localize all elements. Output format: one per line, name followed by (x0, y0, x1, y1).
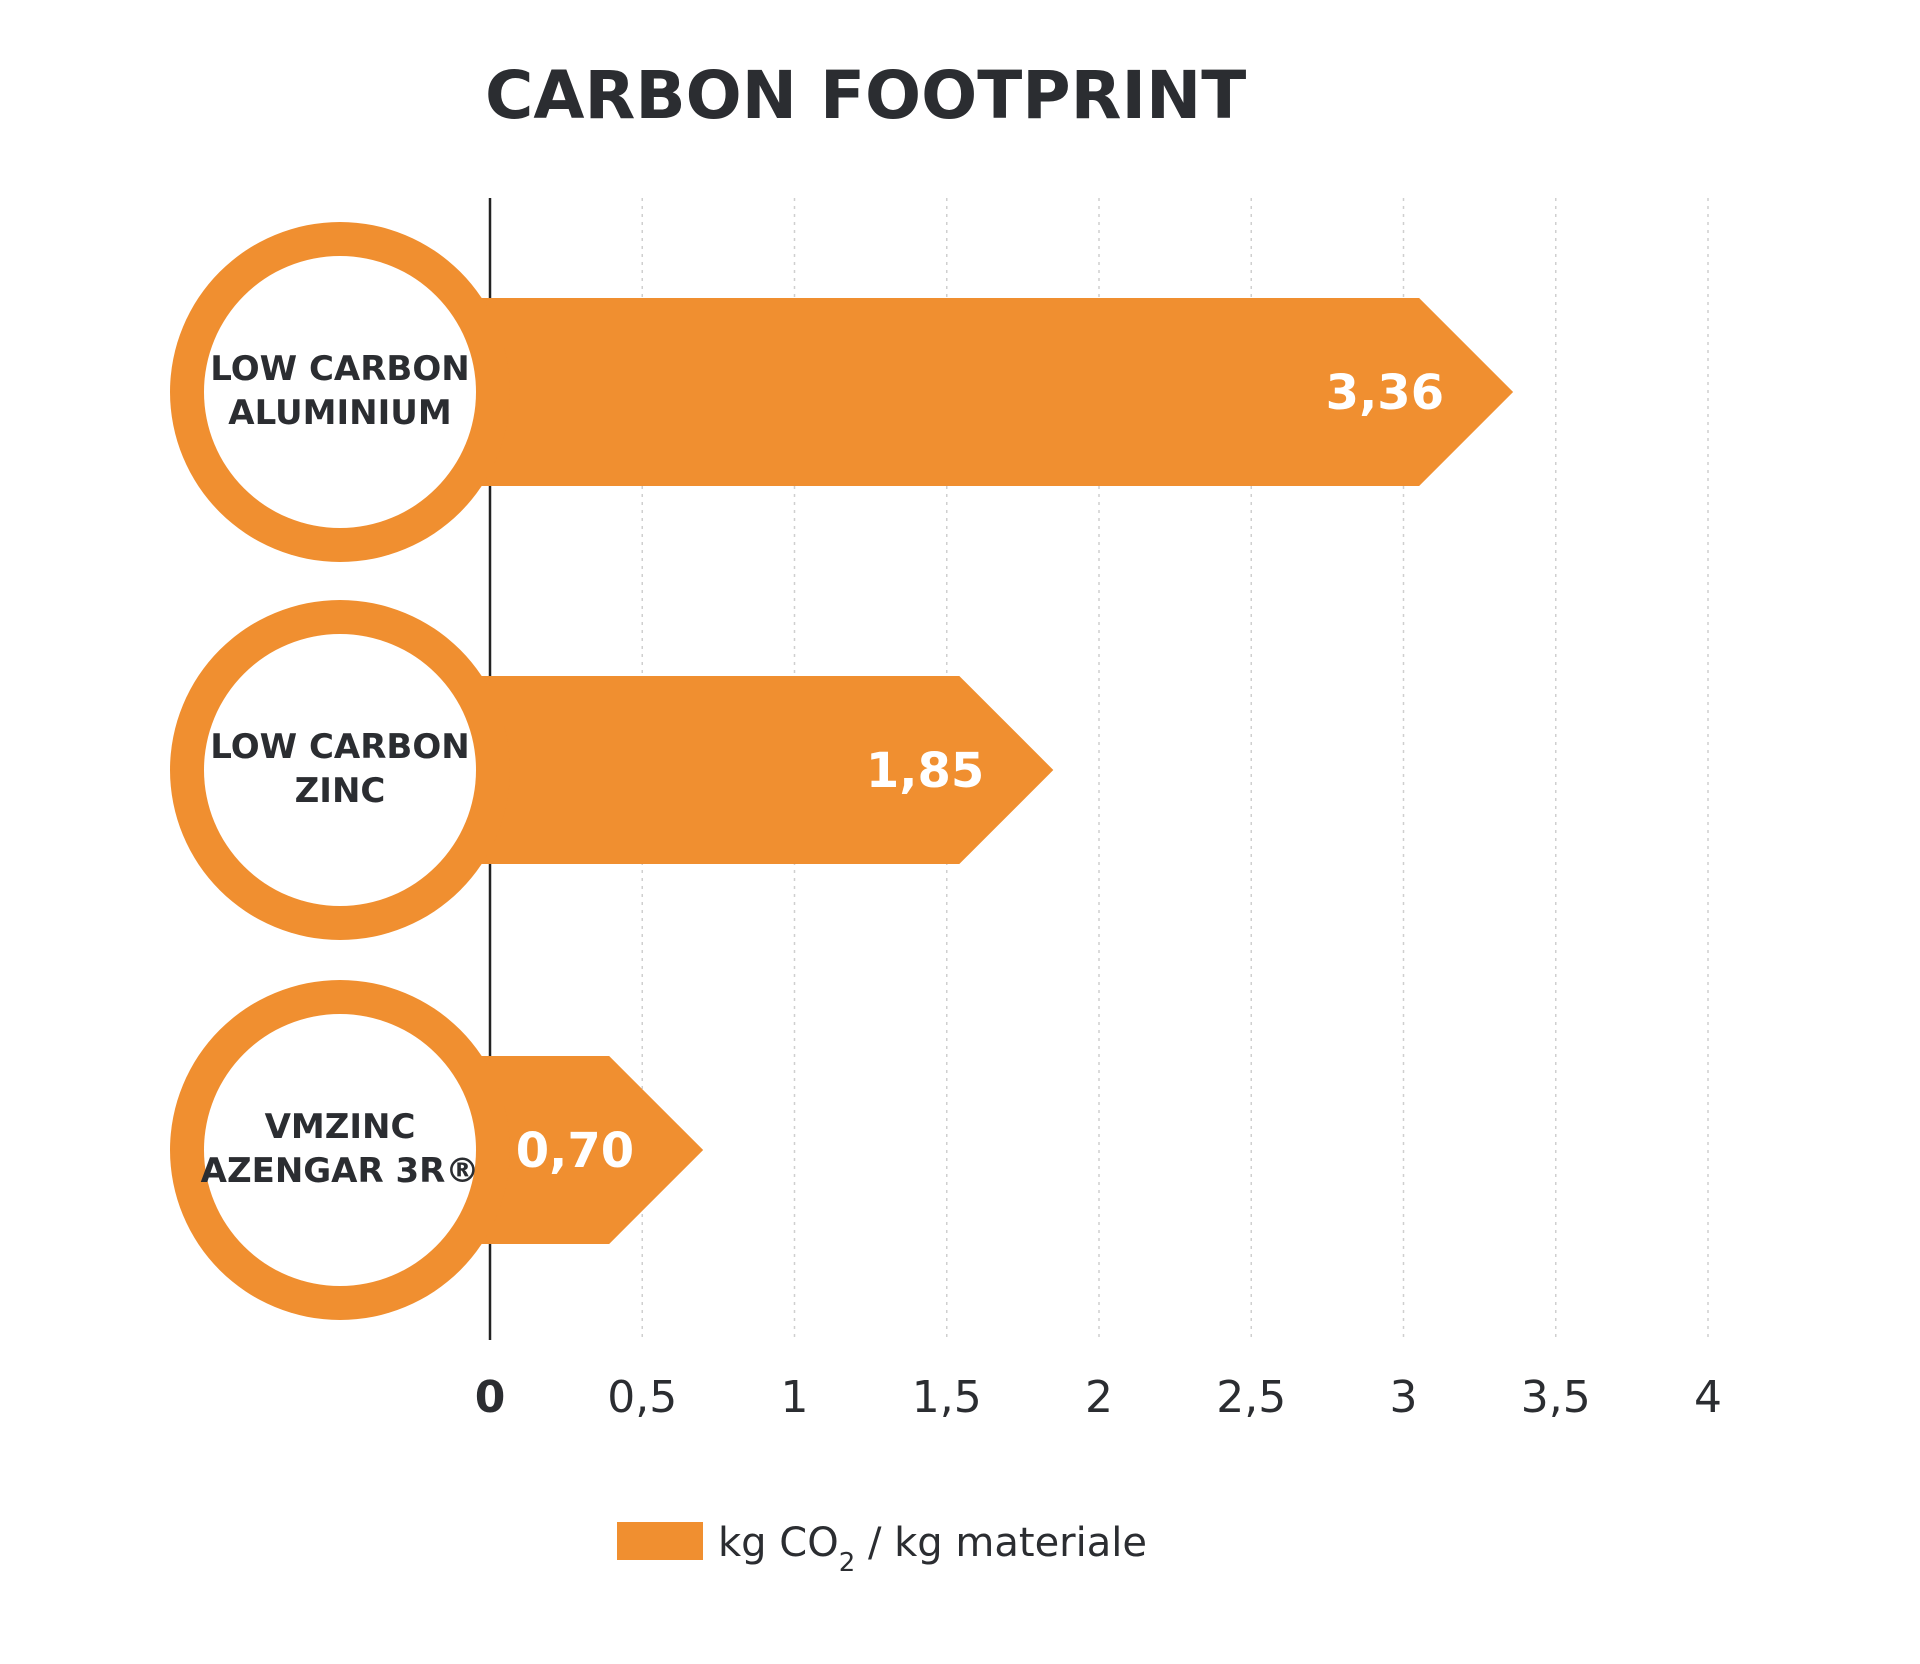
category-label-2-line-0: VMZINC (265, 1107, 416, 1147)
bar-value-label-2: 0,70 (516, 1123, 634, 1179)
bar-value-label-0: 3,36 (1326, 365, 1444, 421)
x-tick-label-3: 1,5 (912, 1372, 982, 1423)
chart-title: CARBON FOOTPRINT (485, 57, 1246, 134)
category-label-0-line-1: ALUMINIUM (228, 393, 451, 433)
legend-swatch (617, 1522, 703, 1560)
category-label-2-line-1: AZENGAR 3R® (201, 1151, 480, 1191)
legend-label: kg CO2 / kg materiale (718, 1520, 1147, 1578)
category-badge-1 (204, 634, 476, 906)
x-tick-label-2: 1 (781, 1372, 809, 1423)
category-label-0-line-0: LOW CARBON (210, 349, 469, 389)
category-badge-0 (204, 256, 476, 528)
x-tick-label-6: 3 (1390, 1372, 1418, 1423)
x-axis-ticks: 0 0,5 1 1,5 2 2,5 3 3,5 4 (475, 1372, 1722, 1423)
bar-0 (470, 298, 1514, 486)
x-tick-label-1: 0,5 (607, 1372, 677, 1423)
x-tick-label-0: 0 (475, 1372, 506, 1423)
category-label-1-line-0: LOW CARBON (210, 727, 469, 767)
bar-1 (470, 676, 1054, 864)
category-label-1-line-1: ZINC (295, 771, 386, 811)
x-tick-label-5: 2,5 (1216, 1372, 1286, 1423)
category-badge-2 (204, 1014, 476, 1286)
x-tick-label-8: 4 (1694, 1372, 1722, 1423)
bar-2 (470, 1056, 704, 1244)
legend: kg CO2 / kg materiale (617, 1520, 1147, 1578)
x-tick-label-7: 3,5 (1521, 1372, 1591, 1423)
bar-value-label-1: 1,85 (866, 743, 984, 799)
x-tick-label-4: 2 (1085, 1372, 1113, 1423)
